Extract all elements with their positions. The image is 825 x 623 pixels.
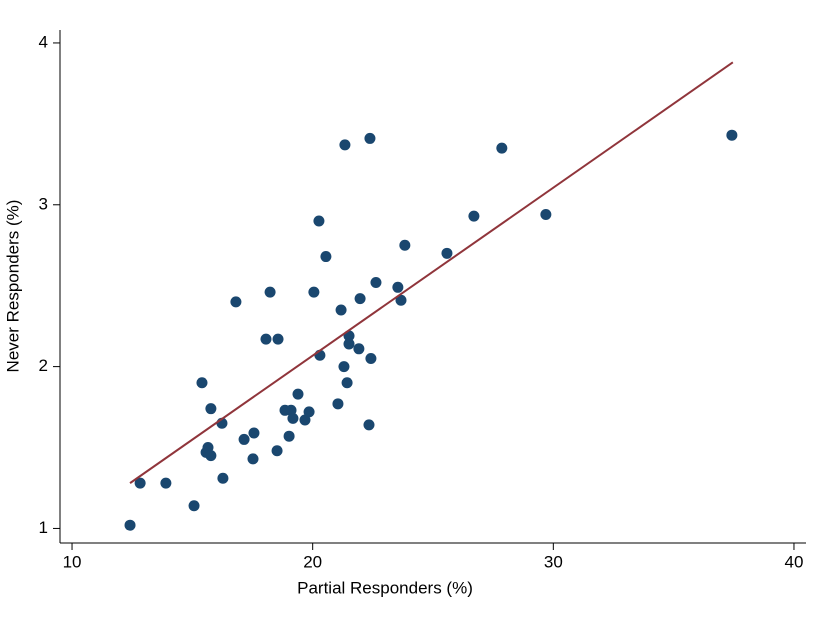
- y-tick-label: 4: [39, 32, 48, 51]
- point: [363, 419, 375, 431]
- x-tick-label: 10: [63, 552, 82, 571]
- point: [365, 353, 377, 365]
- fit-line: [129, 61, 734, 484]
- point: [392, 281, 404, 293]
- point: [399, 239, 411, 251]
- point: [441, 247, 453, 259]
- point: [726, 129, 738, 141]
- point: [196, 377, 208, 389]
- point: [205, 403, 217, 415]
- point: [217, 472, 229, 484]
- point: [339, 139, 351, 151]
- point: [468, 210, 480, 222]
- point: [341, 377, 353, 389]
- point: [308, 286, 320, 298]
- point: [496, 142, 508, 154]
- point: [332, 398, 344, 410]
- point: [335, 304, 347, 316]
- point: [338, 361, 350, 373]
- point: [299, 414, 311, 426]
- point: [272, 333, 284, 345]
- point: [230, 296, 242, 308]
- point: [247, 453, 259, 465]
- x-tick-label: 40: [785, 552, 804, 571]
- point: [264, 286, 276, 298]
- point: [303, 406, 315, 418]
- point: [160, 477, 172, 489]
- point: [292, 388, 304, 400]
- point: [238, 433, 250, 445]
- x-tick-label: 30: [544, 552, 563, 571]
- x-axis-label: Partial Responders (%): [297, 578, 473, 597]
- point: [260, 333, 272, 345]
- point: [354, 293, 366, 305]
- point: [370, 276, 382, 288]
- y-tick-label: 1: [39, 518, 48, 537]
- y-tick-label: 2: [39, 356, 48, 375]
- point: [287, 412, 299, 424]
- point: [313, 215, 325, 227]
- point: [395, 294, 407, 306]
- point: [320, 251, 332, 263]
- x-tick-label: 20: [303, 552, 322, 571]
- point: [271, 445, 283, 457]
- point: [283, 430, 295, 442]
- point: [343, 338, 355, 350]
- point: [540, 208, 552, 220]
- point: [188, 500, 200, 512]
- y-axis-label: Never Responders (%): [3, 200, 22, 373]
- point: [353, 343, 365, 355]
- point: [364, 132, 376, 144]
- point: [134, 477, 146, 489]
- point: [205, 450, 217, 462]
- point: [124, 519, 136, 531]
- y-tick-label: 3: [39, 194, 48, 213]
- point: [248, 427, 260, 439]
